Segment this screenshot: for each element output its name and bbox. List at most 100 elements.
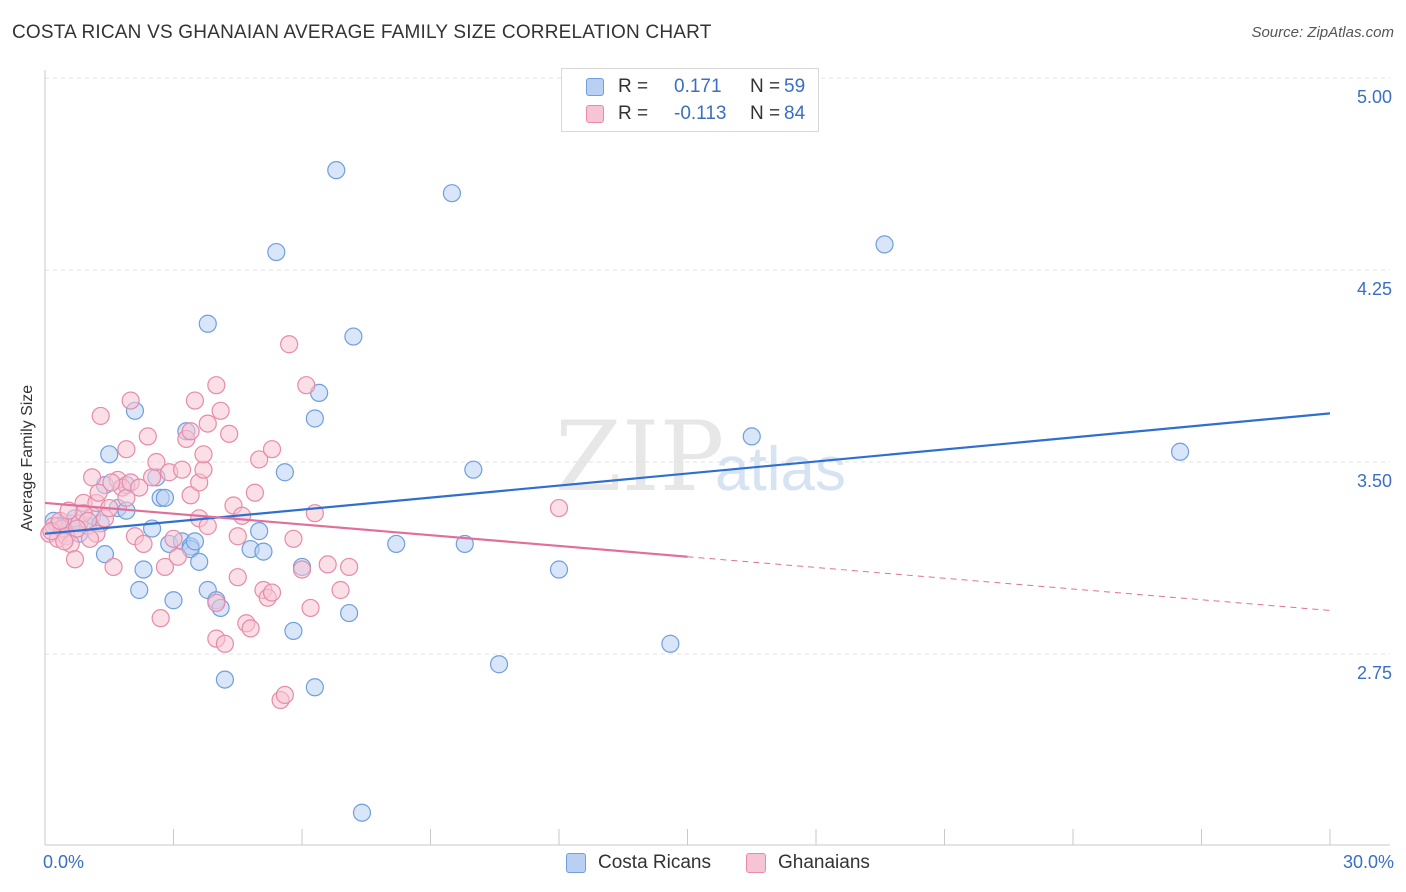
ghanaian-point xyxy=(331,580,350,600)
ghanaian-point xyxy=(155,557,175,577)
legend-label: Costa Ricans xyxy=(598,852,711,873)
costa-rican-point xyxy=(305,409,324,428)
ghanaian-point xyxy=(301,598,320,618)
ghanaian-point xyxy=(185,391,205,410)
ghanaian-point xyxy=(262,440,282,459)
legend-item-ghanaians[interactable]: Ghanaians xyxy=(746,852,870,874)
x-tick-label-min: 0.0% xyxy=(43,852,85,872)
costa-rican-point xyxy=(442,184,462,203)
costa-rican-point xyxy=(134,560,153,579)
ghanaian-point xyxy=(147,452,166,472)
blue-swatch xyxy=(586,78,604,96)
ghanaian-point xyxy=(250,450,269,469)
costa-rican-point xyxy=(344,327,363,346)
costa-rican-point xyxy=(250,522,269,541)
n-value: 59 xyxy=(784,76,806,97)
r-label: R = xyxy=(618,103,649,124)
ghanaian-point xyxy=(211,401,230,420)
ghanaian-point xyxy=(220,424,239,443)
pink-swatch xyxy=(746,853,766,873)
y-tick-label: 2.75 xyxy=(1357,663,1392,683)
ghanaian-point xyxy=(68,519,87,538)
ghanaian-trend-line xyxy=(44,501,688,558)
ghanaian-point xyxy=(275,685,294,705)
ghanaian-point xyxy=(104,557,123,577)
costa-rican-point xyxy=(875,235,894,254)
blue-swatch xyxy=(566,853,586,873)
ghanaian-point xyxy=(280,335,299,354)
y-tick-label: 5.00 xyxy=(1357,87,1392,107)
ghanaian-point xyxy=(181,422,200,441)
costa-rican-point xyxy=(215,670,234,689)
ghanaian-point xyxy=(91,406,110,426)
costa-rican-point xyxy=(155,488,175,507)
costa-rican-point xyxy=(267,242,286,262)
costa-rican-point xyxy=(742,427,761,446)
legend-label: Ghanaians xyxy=(778,852,870,873)
ghanaian-point xyxy=(168,547,187,566)
correlation-legend: R = 0.171 N = 59 R = -0.113 N = 84 xyxy=(561,68,819,132)
r-value: -0.113 xyxy=(674,103,727,124)
ghanaian-point xyxy=(241,619,260,638)
costa-rican-point xyxy=(275,463,294,482)
costa-rican-point xyxy=(190,552,209,571)
x-tick-label-max: 30.0% xyxy=(1342,852,1394,872)
costa-rican-point xyxy=(284,621,303,641)
chart-title: COSTA RICAN VS GHANAIAN AVERAGE FAMILY S… xyxy=(12,22,712,43)
costa-rican-point xyxy=(327,161,346,180)
ghanaian-point xyxy=(89,483,108,502)
y-tick-label: 4.25 xyxy=(1357,279,1392,299)
costa-rican-point xyxy=(100,445,119,464)
pink-swatch xyxy=(586,105,604,123)
ghanaian-point xyxy=(138,427,157,446)
costa-rican-point xyxy=(185,532,205,551)
costa-rican-point xyxy=(549,560,569,579)
ghanaian-point xyxy=(207,376,226,395)
series-legend: Costa Ricans Ghanaians xyxy=(0,852,1406,878)
ghanaian-point xyxy=(65,550,85,569)
ghanaian-point xyxy=(172,460,192,479)
ghanaian-point xyxy=(194,460,213,479)
ghanaian-point xyxy=(318,555,337,574)
ghanaian-point xyxy=(142,468,162,487)
ghanaian-point xyxy=(55,532,74,551)
costa-rican-point xyxy=(198,314,217,333)
ghanaian-point xyxy=(164,529,183,548)
legend-row-costa-ricans: R = 0.171 N = 59 xyxy=(586,75,805,99)
legend-item-costa-ricans[interactable]: Costa Ricans xyxy=(566,852,711,874)
ghanaian-trend-extension xyxy=(687,556,1331,611)
y-tick-label: 3.50 xyxy=(1357,471,1392,491)
ghanaian-point xyxy=(151,609,170,628)
costa-rican-point xyxy=(387,534,406,554)
ghanaian-point xyxy=(297,376,316,395)
ghanaian-point xyxy=(80,529,100,548)
costa-rican-point xyxy=(130,580,149,600)
costa-rican-point xyxy=(464,460,483,479)
ghanaian-point xyxy=(228,568,247,587)
ghanaian-point xyxy=(121,391,140,410)
watermark-zip: ZIP xyxy=(555,401,724,513)
n-label: N = xyxy=(750,76,781,97)
ghanaian-point xyxy=(130,478,149,497)
costa-rican-point xyxy=(254,542,273,561)
ghanaian-point xyxy=(102,473,121,492)
ghanaian-point xyxy=(181,486,200,505)
ghanaian-point xyxy=(262,583,282,602)
ghanaian-point xyxy=(194,445,213,464)
costa-rican-point xyxy=(455,534,474,554)
source-label: Source: ZipAtlas.com xyxy=(1251,24,1394,41)
n-label: N = xyxy=(750,103,781,124)
ghanaian-point xyxy=(228,527,247,546)
ghanaian-point xyxy=(245,483,264,502)
ghanaian-point xyxy=(340,557,359,577)
ghanaian-point xyxy=(117,440,136,459)
costa-rican-point xyxy=(164,591,183,610)
ghanaian-point xyxy=(284,529,303,548)
ghanaian-point xyxy=(549,498,569,518)
ghanaian-point xyxy=(134,534,153,554)
costa-rican-point xyxy=(305,678,324,697)
n-value: 84 xyxy=(784,103,806,124)
legend-row-ghanaians: R = -0.113 N = 84 xyxy=(586,102,805,126)
ghanaian-point xyxy=(198,414,217,433)
